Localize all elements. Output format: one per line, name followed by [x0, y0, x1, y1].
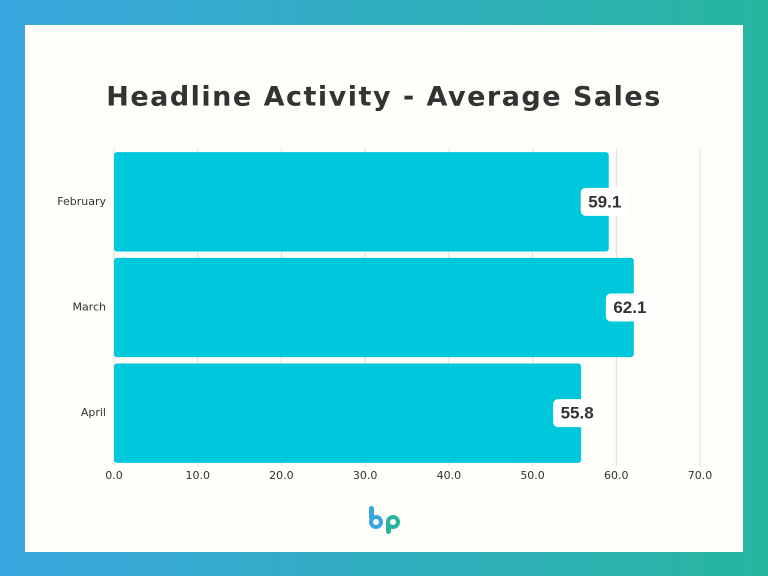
x-tick-label: 50.0 — [520, 469, 545, 482]
x-tick-label: 10.0 — [185, 469, 210, 482]
x-tick-label: 20.0 — [269, 469, 294, 482]
value-label-box — [553, 399, 602, 428]
x-tick-label: 30.0 — [353, 469, 378, 482]
bar — [114, 257, 634, 358]
x-tick-label: 0.0 — [105, 469, 123, 482]
value-label: 59.1 — [588, 192, 621, 211]
x-tick-label: 40.0 — [437, 469, 462, 482]
value-label: 55.8 — [561, 404, 594, 423]
x-tick-label: 70.0 — [688, 469, 713, 482]
bar — [114, 363, 582, 463]
bar — [114, 152, 609, 252]
y-tick-label: February — [57, 195, 106, 208]
value-label-box — [580, 187, 629, 216]
value-label-box — [605, 293, 654, 322]
x-tick-label: 60.0 — [604, 469, 629, 482]
value-label: 62.1 — [613, 298, 646, 317]
plot: 0.0 10.0 20.0 30.0 40.0 50.0 60.0 70.0 February 5… — [57, 149, 712, 482]
logo — [369, 506, 400, 534]
y-tick-label: April — [81, 406, 106, 419]
y-tick-label: March — [72, 301, 106, 314]
chart-title: Headline Activity - Average Sales — [106, 82, 662, 113]
